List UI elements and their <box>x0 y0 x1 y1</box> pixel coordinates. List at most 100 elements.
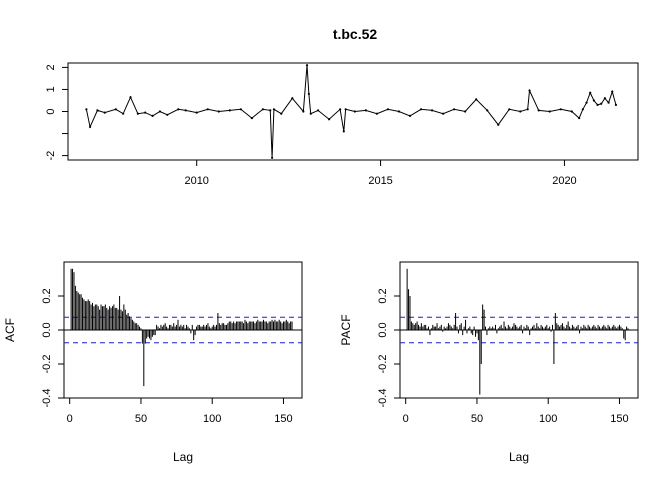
acf-x-tick-label: 0 <box>67 413 73 425</box>
acf-y-tick-label: 0.2 <box>41 288 53 303</box>
time-series-data-point <box>272 108 276 111</box>
time-series-y-tick-label: -2 <box>45 151 57 161</box>
time-series-data-point <box>578 117 581 120</box>
time-series-data-point <box>291 97 294 100</box>
acf-x-tick-label: 50 <box>135 413 147 425</box>
acf-y-axis-title: ACF <box>3 318 17 342</box>
pacf-x-tick-label: 50 <box>471 413 483 425</box>
pacf-y-tick-label: 0.2 <box>377 288 389 303</box>
acf-panel: 0 50 100 150 -0.4 -0.2 0.0 0.2 Lag ACF <box>3 261 303 464</box>
time-series-data-point <box>309 112 312 115</box>
time-series-data-point <box>307 92 310 95</box>
time-series-panel: 2010 2015 2020 -2 0 1 2 <box>45 62 639 187</box>
time-series-data-point <box>151 114 154 118</box>
time-series-data-point <box>206 108 209 111</box>
time-series-data-point <box>195 111 198 114</box>
time-series-data-point <box>280 112 283 115</box>
acf-y-tick-label: -0.4 <box>41 389 53 408</box>
time-series-data-point <box>184 109 187 112</box>
time-series-data-point <box>327 118 331 121</box>
time-series-data-point <box>364 109 367 112</box>
time-series-data-point <box>177 108 180 111</box>
time-series-y-tick-label: 0 <box>45 108 57 114</box>
time-series-data-point <box>250 117 253 120</box>
time-series-data-point <box>581 108 584 111</box>
time-series-data-point <box>270 156 274 159</box>
time-series-data-point <box>261 108 265 111</box>
time-series-data-point <box>508 108 511 111</box>
pacf-panel: 0 50 100 150 -0.4 -0.2 0.0 0.2 Lag PACF <box>339 261 639 464</box>
time-series-x-tick-label: 2010 <box>184 175 208 187</box>
time-series-data-point <box>158 110 162 113</box>
time-series-data-point <box>486 109 489 112</box>
time-series-data-point <box>96 109 99 112</box>
time-series-data-point <box>603 97 607 100</box>
time-series-data-point <box>607 101 610 104</box>
time-series-data-point <box>386 108 390 111</box>
time-series-data-point <box>559 108 562 111</box>
time-series-data-point <box>166 113 169 116</box>
time-series-data-point <box>269 109 272 112</box>
time-series-y-tick-label: 1 <box>45 86 57 92</box>
time-series-data-point <box>129 96 132 99</box>
time-series-data-point <box>430 109 434 112</box>
acf-x-tick-label: 150 <box>274 413 292 425</box>
time-series-data-point <box>548 110 551 113</box>
time-series-series-line <box>85 65 617 158</box>
time-series-data-point <box>122 112 125 115</box>
time-series-data-point <box>302 110 305 113</box>
time-series-data-point <box>217 110 220 113</box>
time-series-data-point <box>375 112 379 115</box>
acf-x-axis-title: Lag <box>173 450 193 464</box>
time-series-data-point <box>526 108 529 111</box>
time-series-x-tick-label: 2020 <box>552 175 576 187</box>
time-series-data-point <box>475 98 478 101</box>
time-series-data-point <box>441 112 445 115</box>
pacf-y-axis-title: PACF <box>339 314 353 345</box>
time-series-data-point <box>589 91 592 94</box>
pacf-x-tick-label: 150 <box>610 413 628 425</box>
time-series-data-point <box>144 111 147 114</box>
time-series-data-point <box>453 108 456 111</box>
time-series-data-point <box>519 110 522 113</box>
time-series-data-point <box>228 109 231 112</box>
time-series-y-tick-label: 2 <box>45 64 57 70</box>
time-series-data-point <box>614 103 618 106</box>
time-series-data-point <box>611 90 614 93</box>
time-series-data-point <box>570 110 573 113</box>
pacf-y-tick-label: 0.0 <box>377 322 389 337</box>
time-series-data-point <box>592 99 595 102</box>
acf-y-tick-label: -0.2 <box>41 355 53 374</box>
pacf-x-axis-title: Lag <box>509 450 529 464</box>
time-series-data-point <box>85 108 88 111</box>
time-series-data-point <box>342 130 345 133</box>
time-series-data-point <box>600 102 603 105</box>
time-series-data-point <box>353 110 356 113</box>
acf-x-tick-label: 100 <box>203 413 221 425</box>
time-series-data-point <box>585 101 588 104</box>
time-series-data-point <box>239 108 242 111</box>
time-series-data-point <box>528 89 531 92</box>
pacf-x-tick-label: 0 <box>403 413 409 425</box>
time-series-data-point <box>497 123 500 126</box>
time-series-data-point <box>344 108 347 111</box>
time-series-data-point <box>316 109 320 112</box>
time-series-data-point <box>464 110 467 113</box>
time-series-data-point <box>114 108 117 111</box>
time-series-data-point <box>537 109 540 112</box>
time-series-data-point <box>596 103 599 106</box>
time-series-data-point <box>339 108 342 111</box>
time-series-data-point <box>408 114 412 118</box>
pacf-x-tick-label: 100 <box>539 413 557 425</box>
chart-title: t.bc.52 <box>333 26 378 42</box>
time-series-data-point <box>88 125 92 129</box>
time-series-x-tick-label: 2015 <box>368 175 392 187</box>
pacf-y-tick-label: -0.4 <box>377 389 389 408</box>
pacf-y-tick-label: -0.2 <box>377 355 389 374</box>
time-series-data-point <box>136 112 139 115</box>
time-series-data-point <box>397 110 401 113</box>
acf-y-tick-label: 0.0 <box>41 322 53 337</box>
time-series-data-point <box>103 111 106 114</box>
time-series-data-point <box>419 108 423 111</box>
